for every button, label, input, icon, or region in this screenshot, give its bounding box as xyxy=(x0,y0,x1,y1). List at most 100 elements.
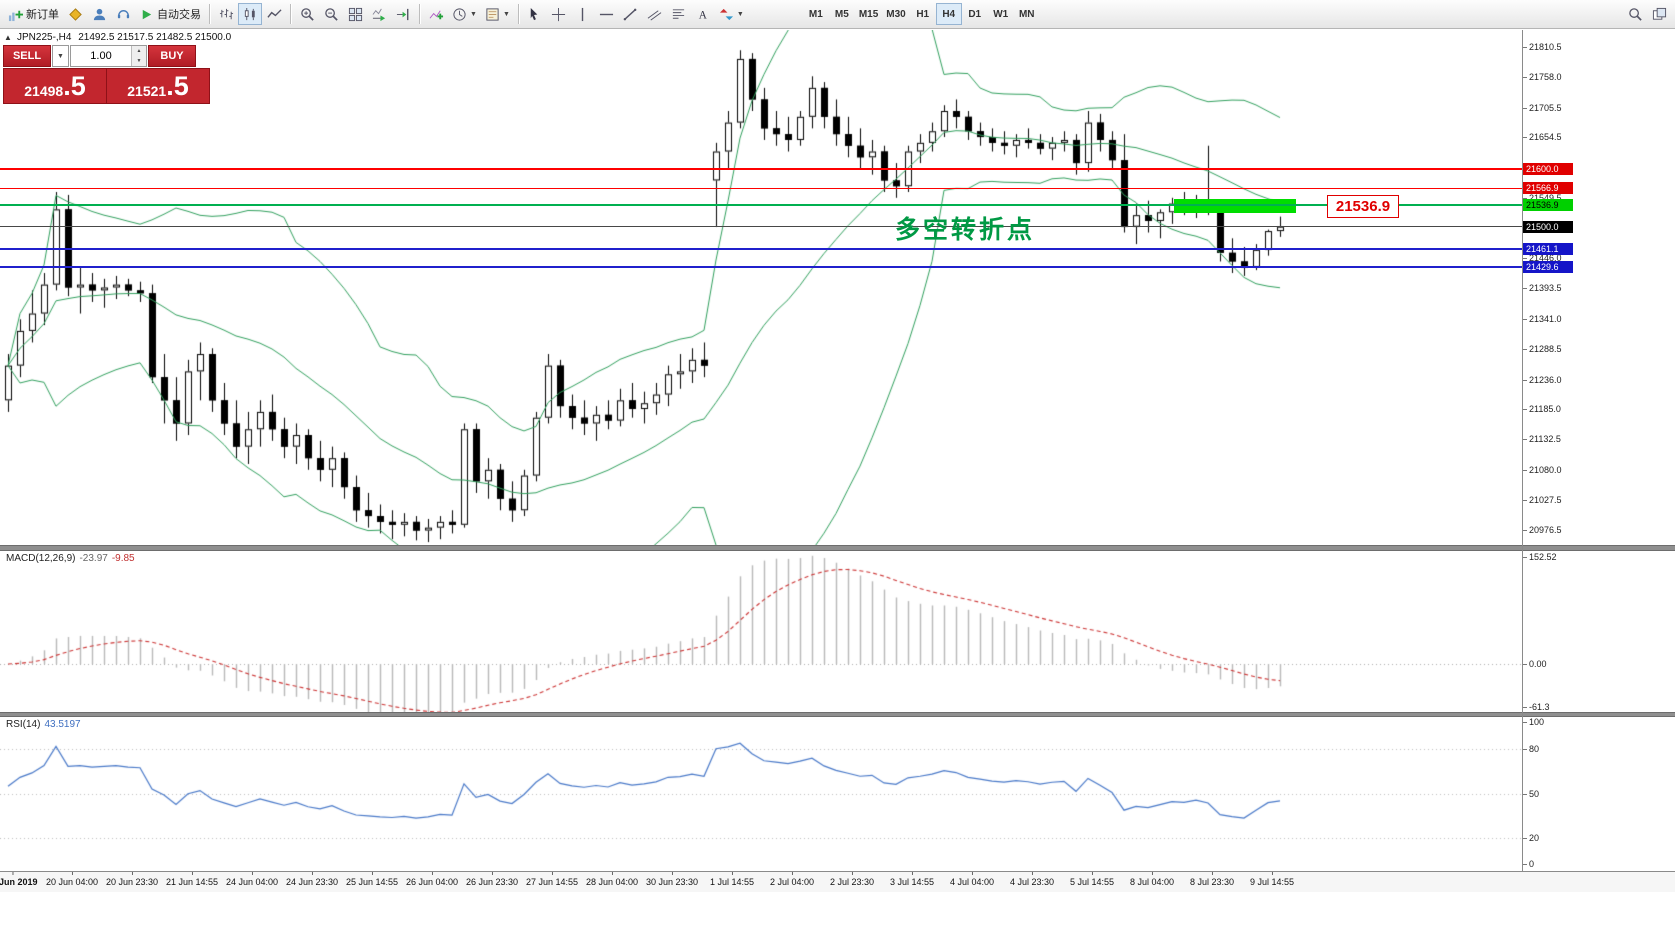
price-axis-label: 21810.5 xyxy=(1523,42,1562,53)
rsi-axis[interactable]: 100 80 50 20 0 xyxy=(1522,717,1675,870)
timeframe-mn-button[interactable]: MN xyxy=(1014,3,1040,25)
candlestick-chart-button[interactable] xyxy=(238,3,262,25)
arrows-icon xyxy=(719,8,733,20)
tile-windows-button[interactable] xyxy=(343,3,367,25)
channel-tool-button[interactable] xyxy=(643,3,667,25)
vertical-line-tool-button[interactable] xyxy=(571,3,595,25)
timeframe-w1-button[interactable]: W1 xyxy=(988,3,1014,25)
zone-price-label[interactable]: 21536.9 xyxy=(1327,195,1399,219)
rsi-panel-divider[interactable] xyxy=(0,712,1675,717)
time-axis-label: 26 Jun 23:30 xyxy=(465,872,519,887)
timeframe-m15-button[interactable]: M15 xyxy=(855,3,882,25)
time-axis-label: 19 Jun 2019 xyxy=(0,872,38,887)
support-button[interactable] xyxy=(111,3,135,25)
sell-price[interactable]: 21498.5 xyxy=(4,69,107,103)
autotrading-button[interactable]: 自动交易 xyxy=(135,3,205,25)
macd-name: MACD(12,26,9) xyxy=(6,553,76,564)
macd-axis[interactable]: 152.52 0.00 -61.3 xyxy=(1522,551,1675,712)
arrange-windows-button[interactable] xyxy=(1647,3,1671,25)
volume-decrease-button[interactable]: ▼ xyxy=(132,56,146,66)
new-order-icon xyxy=(8,10,23,21)
bid-price-line[interactable] xyxy=(0,226,1522,228)
price-axis-border xyxy=(1522,30,1523,891)
zoom-out-button[interactable] xyxy=(319,3,343,25)
volume-preset-dropdown[interactable]: ▼ xyxy=(52,45,69,67)
price-axis-label: 21027.5 xyxy=(1523,495,1562,506)
cursor-tool-button[interactable] xyxy=(523,3,547,25)
timeframe-m30-button[interactable]: M30 xyxy=(882,3,909,25)
text-tool-icon: A xyxy=(699,9,708,21)
price-axis-label: 21236.0 xyxy=(1523,374,1562,385)
accounts-button[interactable] xyxy=(87,3,111,25)
timeframe-m1-button[interactable]: M1 xyxy=(803,3,829,25)
rsi-panel-canvas[interactable] xyxy=(0,717,1522,870)
auto-scroll-button[interactable] xyxy=(367,3,391,25)
level-line-21536.9[interactable] xyxy=(0,204,1522,207)
text-tool-button[interactable]: A xyxy=(691,3,715,25)
sell-price-int: 21498 xyxy=(24,83,64,99)
volume-input[interactable] xyxy=(71,46,131,66)
bar-chart-button[interactable] xyxy=(214,3,238,25)
time-axis-label: 27 Jun 14:55 xyxy=(525,872,579,887)
one-click-trading-panel: SELL ▼ ▲ ▼ BUY 21498.5 21521.5 xyxy=(3,45,210,104)
rsi-axis-label: 20 xyxy=(1522,832,1540,843)
level-line-21600.0[interactable] xyxy=(0,167,1522,170)
vertical-line-icon xyxy=(582,7,584,21)
play-icon xyxy=(142,9,152,19)
arrows-tool-button[interactable]: ▼ xyxy=(715,3,748,25)
timeframe-h1-button[interactable]: H1 xyxy=(910,3,936,25)
timeframe-m5-button[interactable]: M5 xyxy=(829,3,855,25)
line-chart-button[interactable] xyxy=(262,3,286,25)
chart-shift-icon xyxy=(396,8,408,20)
buy-button[interactable]: BUY xyxy=(148,45,196,67)
gold-diamond-button[interactable] xyxy=(63,3,87,25)
price-axis[interactable]: 21810.521758.021705.521654.521601.521549… xyxy=(1522,30,1675,545)
timeframe-d1-button[interactable]: D1 xyxy=(962,3,988,25)
price-axis-label: 21393.5 xyxy=(1523,283,1562,294)
chart-shift-button[interactable] xyxy=(391,3,415,25)
macd-panel-divider[interactable] xyxy=(0,545,1675,551)
sell-button[interactable]: SELL xyxy=(3,45,51,67)
search-button[interactable] xyxy=(1623,3,1647,25)
gold-diamond-icon xyxy=(68,7,82,21)
time-axis-label: 20 Jun 23:30 xyxy=(105,872,159,887)
search-icon xyxy=(1628,7,1642,21)
fibonacci-icon xyxy=(673,8,685,19)
time-axis-label: 1 Jul 14:55 xyxy=(709,872,755,887)
level-line-21461.1[interactable] xyxy=(0,248,1522,251)
crosshair-icon xyxy=(552,7,566,21)
price-tag-21566.9: 21566.9 xyxy=(1523,182,1573,195)
horizontal-line-tool-button[interactable] xyxy=(595,3,619,25)
symbol-period-label: JPN225-,H4 xyxy=(17,32,72,43)
crosshair-tool-button[interactable] xyxy=(547,3,571,25)
indicators-button[interactable] xyxy=(424,3,448,25)
time-axis[interactable]: 19 Jun 2019 20 Jun 04:00 20 Jun 23:30 21 Ju… xyxy=(0,871,1675,892)
trendline-tool-button[interactable] xyxy=(619,3,643,25)
time-axis-label: 8 Jul 04:00 xyxy=(1129,872,1175,887)
level-line-21566.9[interactable] xyxy=(0,187,1522,189)
trade-panel-toggle[interactable]: ▲ xyxy=(4,33,12,42)
ohlc-values: 21492.5 21517.5 21482.5 21500.0 xyxy=(78,32,232,43)
toolbar-separator xyxy=(517,4,519,24)
time-axis-label: 4 Jul 23:30 xyxy=(1009,872,1055,887)
time-axis-label: 30 Jun 23:30 xyxy=(645,872,699,887)
toolbar-separator xyxy=(290,4,291,24)
periods-button[interactable]: ▼ xyxy=(448,3,481,25)
macd-signal-value: -9.85 xyxy=(111,553,135,564)
macd-panel-canvas[interactable] xyxy=(0,551,1522,712)
price-axis-label: 21132.5 xyxy=(1523,434,1561,445)
fibonacci-tool-button[interactable] xyxy=(667,3,691,25)
new-order-button[interactable]: 新订单 xyxy=(4,3,63,25)
price-axis-label: 21080.0 xyxy=(1523,464,1562,475)
volume-increase-button[interactable]: ▲ xyxy=(132,46,146,56)
price-axis-label: 21288.5 xyxy=(1523,344,1562,355)
timeframe-h4-button[interactable]: H4 xyxy=(935,3,962,25)
templates-button[interactable]: ▼ xyxy=(481,3,514,25)
buy-price[interactable]: 21521.5 xyxy=(107,69,209,103)
main-chart-canvas[interactable] xyxy=(0,30,1522,545)
chevron-down-icon: ▼ xyxy=(470,10,477,18)
time-axis-label: 4 Jul 04:00 xyxy=(949,872,995,887)
level-line-21429.6[interactable] xyxy=(0,266,1522,269)
zoom-in-button[interactable] xyxy=(295,3,319,25)
